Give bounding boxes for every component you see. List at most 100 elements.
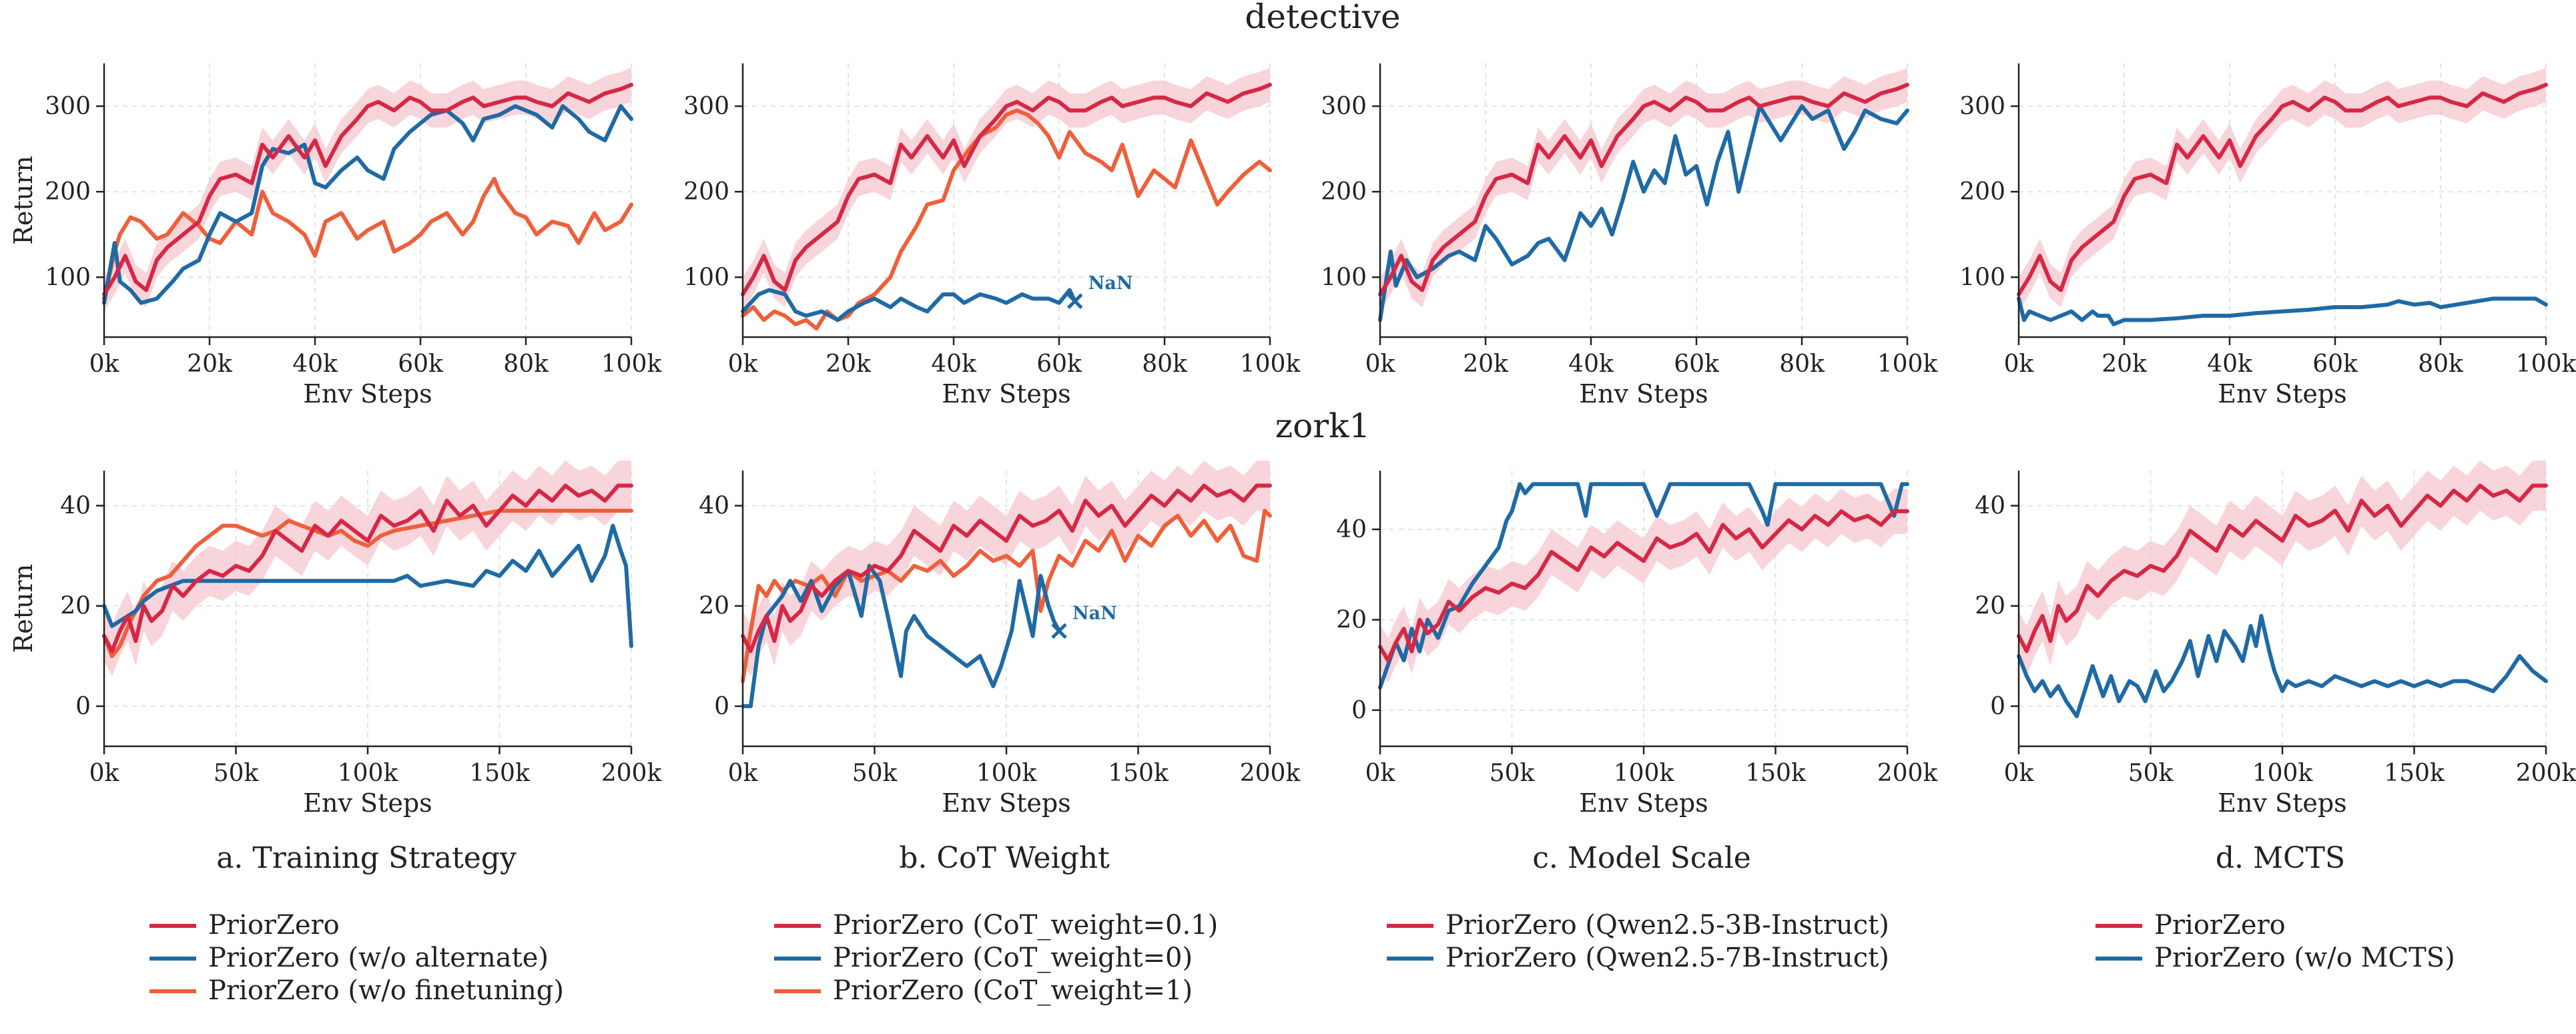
series-line <box>1378 482 1909 690</box>
caption-d: d. MCTS <box>2216 841 2345 875</box>
nan-marker <box>1051 623 1067 639</box>
row-title-zork1: zork1 <box>1275 407 1370 445</box>
y-tick-label: 20 <box>699 593 729 620</box>
x-tick-label: 100k <box>2516 350 2576 378</box>
x-tick-label: 100k <box>1877 350 1939 378</box>
x-tick-label: 60k <box>1036 350 1082 378</box>
y-tick-label: 300 <box>1959 93 2005 120</box>
series-band <box>2019 460 2546 676</box>
x-tick-label: 40k <box>931 350 977 378</box>
x-tick-label: 80k <box>503 350 549 378</box>
nan-marker <box>1066 293 1083 309</box>
x-tick-label: 150k <box>1108 760 1169 787</box>
x-tick-label: 100k <box>338 760 399 787</box>
legend-2: PriorZero (CoT_weight=0.1)PriorZero (CoT… <box>774 910 1218 1006</box>
y-tick-label: 40 <box>60 493 91 520</box>
series-band <box>1380 489 1907 684</box>
series-line <box>102 509 633 658</box>
x-tick-label: 0k <box>1365 760 1396 787</box>
x-tick-label: 80k <box>1779 350 1825 378</box>
x-tick-label: 0k <box>2004 350 2035 378</box>
series-line <box>741 83 1272 296</box>
x-tick-label: 150k <box>469 760 531 787</box>
x-axis-title: Env Steps <box>942 788 1070 818</box>
x-tick-label: 40k <box>1568 350 1614 378</box>
y-tick-label: 40 <box>699 493 729 520</box>
x-axis-title: Env Steps <box>303 788 432 818</box>
x-tick-label: 100k <box>1240 350 1301 378</box>
series-line <box>2017 83 2548 296</box>
y-tick-label: 200 <box>1321 178 1367 206</box>
x-tick-label: 0k <box>89 760 120 787</box>
series-line <box>102 483 633 654</box>
x-tick-label: 60k <box>398 350 444 378</box>
x-axis-title: Env Steps <box>2218 788 2346 818</box>
panel-zork1-d: 0 20 40 0k 50k 100k 150k 200k Env Steps <box>1975 460 2576 818</box>
legend-label: PriorZero (CoT_weight=0.1) <box>833 910 1218 941</box>
series-line <box>2017 483 2548 654</box>
x-tick-label: 150k <box>2384 760 2445 787</box>
x-tick-label: 0k <box>89 350 120 378</box>
y-tick-label: 100 <box>1321 264 1367 291</box>
y-tick-label: 200 <box>45 178 91 206</box>
x-axis-title: Env Steps <box>1579 788 1708 818</box>
y-tick-label: 300 <box>683 93 729 120</box>
x-axis-title: Env Steps <box>942 379 1070 409</box>
x-tick-label: 20k <box>826 350 872 378</box>
x-tick-label: 50k <box>852 760 898 787</box>
legend-label: PriorZero (Qwen2.5-7B-Instruct) <box>1445 943 1889 973</box>
series-line <box>1378 104 1909 322</box>
x-tick-label: 150k <box>1745 760 1807 787</box>
x-tick-label: 20k <box>2102 350 2148 378</box>
x-tick-label: 80k <box>2418 350 2464 378</box>
x-tick-label: 100k <box>976 760 1038 787</box>
x-tick-label: 200k <box>1240 760 1301 787</box>
caption-a: a. Training Strategy <box>216 841 517 875</box>
series-line <box>102 83 633 296</box>
x-tick-label: 0k <box>1365 350 1396 378</box>
x-tick-label: 20k <box>187 350 233 378</box>
y-axis-title: Return <box>9 156 38 244</box>
x-tick-label: 100k <box>601 350 663 378</box>
x-tick-label: 200k <box>1877 760 1939 787</box>
series-band <box>2019 67 2546 312</box>
y-tick-label: 0 <box>1351 697 1367 724</box>
y-tick-label: 0 <box>714 693 729 720</box>
series-line <box>741 563 1061 708</box>
row-title-detective: detective <box>1245 0 1400 36</box>
panel-detective-a: 100 200 300 0k 20k 40k 60k 80k 100k Env Steps Retu… <box>9 63 662 409</box>
y-tick-label: 100 <box>1959 264 2005 291</box>
legend-label: PriorZero (Qwen2.5-3B-Instruct) <box>1445 910 1889 941</box>
y-axis-title: Return <box>9 564 38 653</box>
series-band <box>1380 67 1907 312</box>
x-tick-label: 0k <box>728 760 759 787</box>
series-line <box>2017 296 2548 326</box>
legend-label: PriorZero (CoT_weight=0) <box>833 943 1193 973</box>
x-tick-label: 100k <box>1614 760 1675 787</box>
x-axis-title: Env Steps <box>303 379 432 409</box>
y-tick-label: 0 <box>1990 693 2005 720</box>
y-tick-label: 40 <box>1336 516 1367 543</box>
panel-detective-b: 100 200 300 0k 20k 40k 60k 80k 100k NaN Env Steps <box>683 63 1301 409</box>
x-tick-label: 100k <box>2252 760 2314 787</box>
series-line <box>102 523 633 648</box>
x-tick-label: 200k <box>2516 760 2576 787</box>
panel-zork1-c: 0 20 40 0k 50k 100k 150k 200k Env Steps <box>1336 471 1938 818</box>
panel-zork1-b: 0 20 40 0k 50k 100k 150k 200k NaN Env Steps <box>699 460 1301 818</box>
y-tick-label: 300 <box>45 93 91 120</box>
series-line <box>1378 509 1909 663</box>
x-tick-label: 20k <box>1463 350 1509 378</box>
x-tick-label: 0k <box>728 350 759 378</box>
y-tick-label: 40 <box>1975 493 2005 520</box>
panel-zork1-a: 0 20 40 0k 50k 100k 150k 200k Env Steps Return <box>9 460 662 818</box>
x-tick-label: 60k <box>2312 350 2358 378</box>
x-tick-label: 0k <box>2004 760 2035 787</box>
series-band <box>104 67 631 312</box>
series-band <box>743 460 1270 676</box>
x-tick-label: 50k <box>1490 760 1536 787</box>
legend-label: PriorZero <box>208 910 340 941</box>
x-tick-label: 50k <box>2128 760 2174 787</box>
legend-label: PriorZero <box>2154 910 2286 941</box>
